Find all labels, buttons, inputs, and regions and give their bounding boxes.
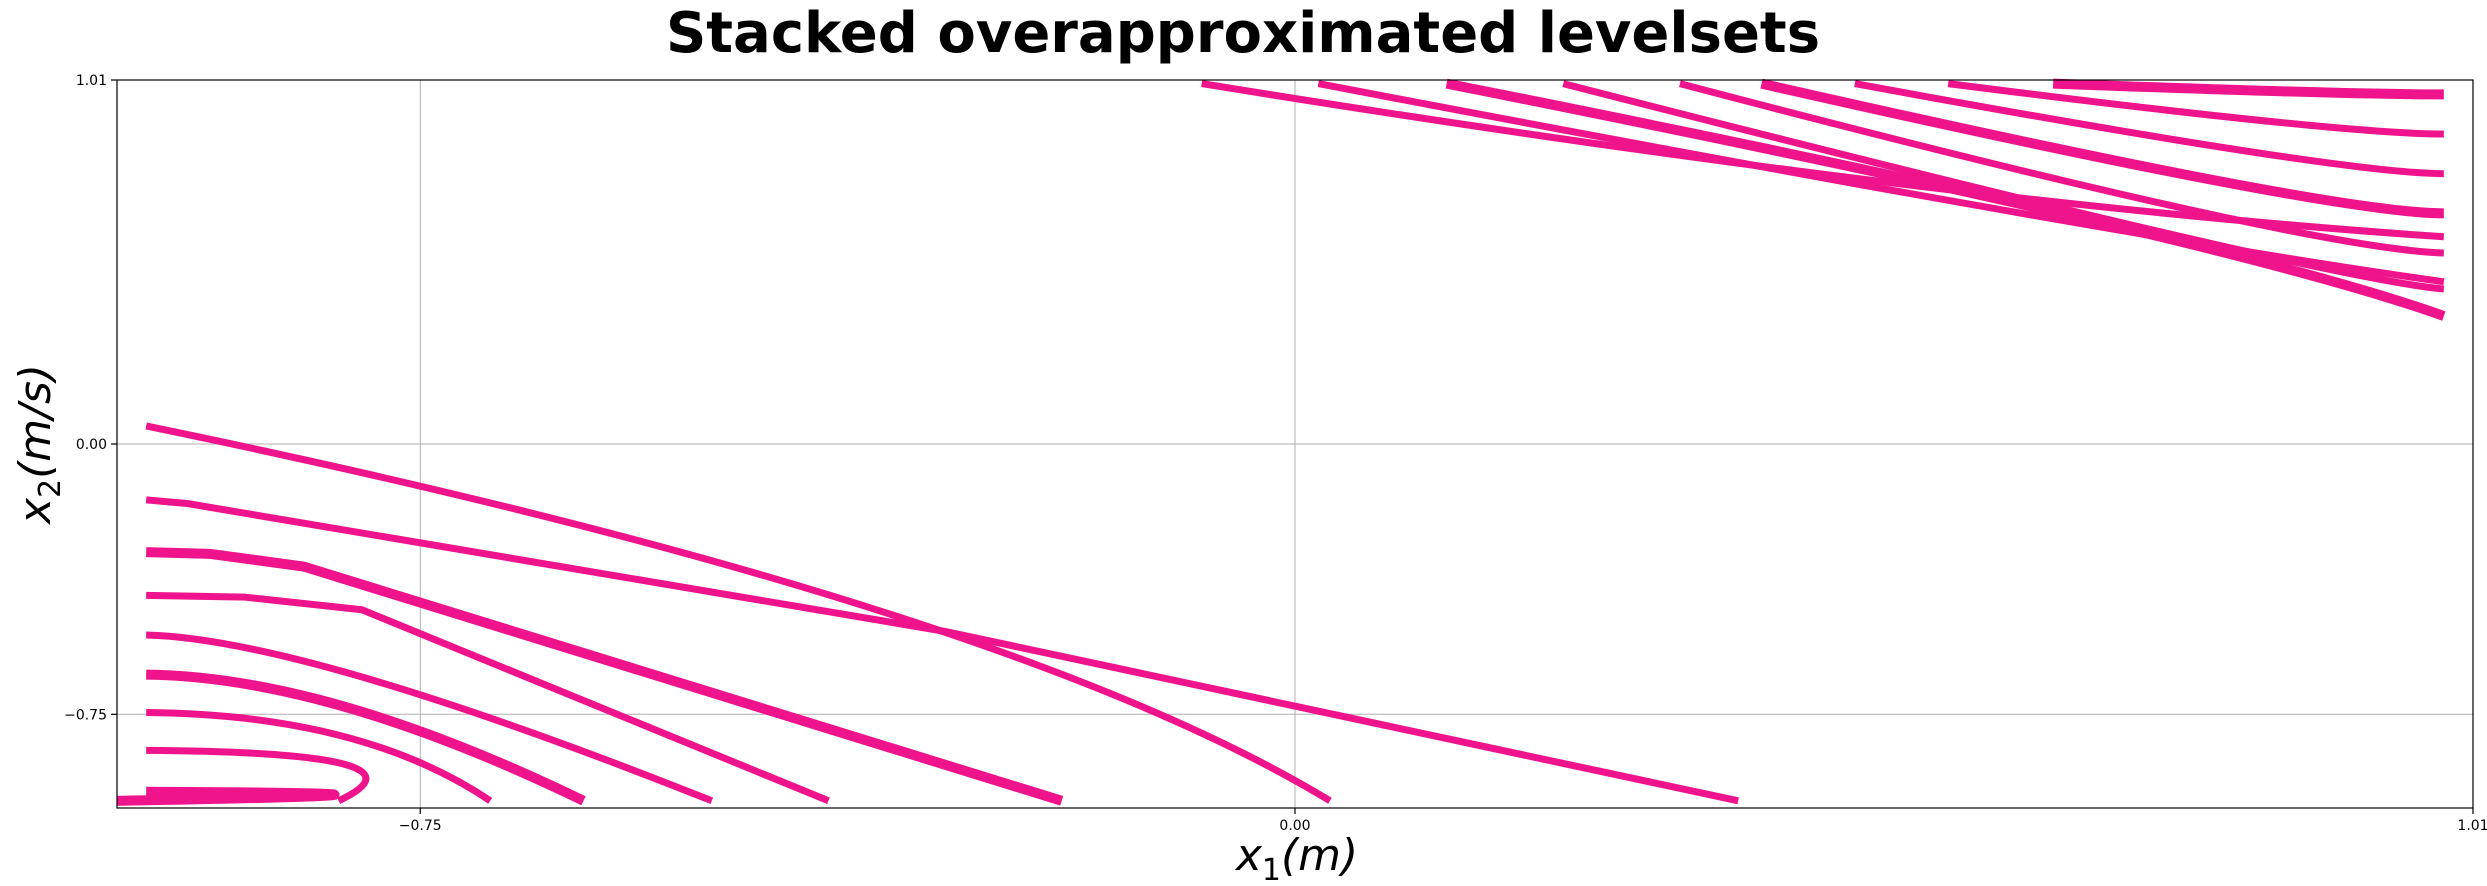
levelset-line-6 bbox=[146, 669, 586, 806]
y-axis-ticks: −0.75 0.00 1.01 bbox=[64, 73, 117, 723]
y-axis-label: x2(m/s) bbox=[10, 364, 68, 526]
levelset-line-11 bbox=[1317, 80, 2445, 286]
x-axis-label: x1(m) bbox=[1234, 830, 1358, 886]
x-tick-label: 1.01 bbox=[2457, 818, 2487, 834]
levelset-line-3 bbox=[146, 547, 1064, 806]
levelset-line-17 bbox=[1947, 80, 2444, 138]
x-tick-label: 0.00 bbox=[1279, 818, 1310, 834]
chart-title: Stacked overapproximated levelsets bbox=[666, 1, 1820, 66]
y-tick-label: −0.75 bbox=[64, 707, 107, 723]
levelset-line-12 bbox=[1445, 78, 2446, 321]
levelset-line-5 bbox=[146, 631, 714, 805]
levelset-line-13 bbox=[1562, 80, 2445, 293]
series-group bbox=[116, 78, 2446, 806]
levelset-line-7 bbox=[146, 708, 493, 804]
y-tick-label: 1.01 bbox=[76, 73, 107, 89]
grid bbox=[117, 79, 2474, 808]
x-axis-ticks: −0.75 0.00 1.01 bbox=[399, 808, 2487, 834]
levelset-line-18 bbox=[2052, 78, 2444, 100]
levelset-line-10 bbox=[1201, 80, 2445, 241]
levelset-line-9 bbox=[116, 786, 340, 806]
levelset-line-4 bbox=[146, 591, 830, 805]
levelset-line-8 bbox=[146, 746, 370, 804]
x-tick-label: −0.75 bbox=[399, 818, 442, 834]
levelset-line-14 bbox=[1678, 80, 2444, 257]
levelset-line-1 bbox=[145, 422, 1332, 804]
levelset-line-16 bbox=[1854, 80, 2444, 178]
levelset-line-2 bbox=[145, 496, 1739, 805]
y-tick-label: 0.00 bbox=[76, 437, 107, 453]
levelset-line-15 bbox=[1760, 78, 2444, 219]
